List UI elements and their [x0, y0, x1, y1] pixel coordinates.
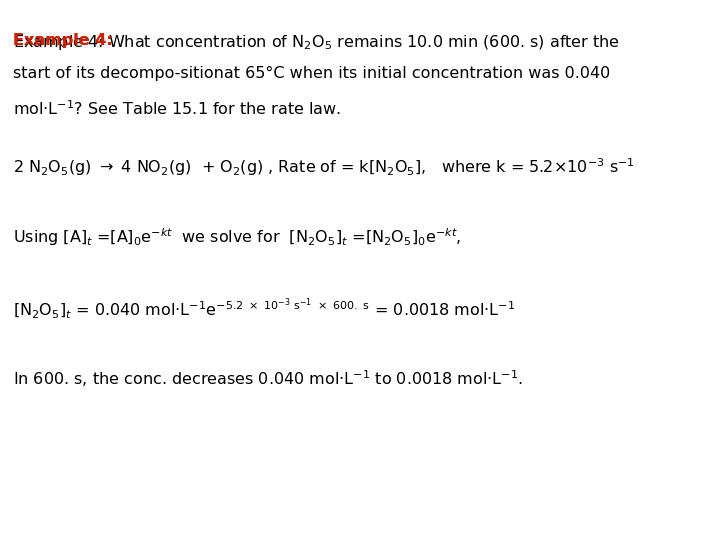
Text: Example 4: What concentration of N$_2$O$_5$ remains 10.0 min (600. s) after the: Example 4: What concentration of N$_2$O$…	[13, 33, 620, 52]
Text: 2 N$_2$O$_5$(g) $\rightarrow$ 4 NO$_2$(g)  + O$_2$(g) , Rate of = k[N$_2$O$_5$],: 2 N$_2$O$_5$(g) $\rightarrow$ 4 NO$_2$(g…	[13, 157, 635, 178]
Text: In 600. s, the conc. decreases 0.040 mol·L$^{-1}$ to 0.0018 mol·L$^{-1}$.: In 600. s, the conc. decreases 0.040 mol…	[13, 368, 523, 389]
Text: mol·L$^{-1}$? See Table 15.1 for the rate law.: mol·L$^{-1}$? See Table 15.1 for the rat…	[13, 99, 341, 118]
Text: Using [A]$_t$ =[A]$_0$e$^{-kt}$  we solve for  [N$_2$O$_5$]$_t$ =[N$_2$O$_5$]$_0: Using [A]$_t$ =[A]$_0$e$^{-kt}$ we solve…	[13, 227, 462, 248]
Text: [N$_2$O$_5$]$_t$ = 0.040 mol·L$^{-1}$e$^{-5.2\ \times\ 10^{-3}\ \mathrm{s}^{-1}\: [N$_2$O$_5$]$_t$ = 0.040 mol·L$^{-1}$e$^…	[13, 297, 516, 322]
Text: start of its decompo-sitionat 65°C when its initial concentration was 0.040: start of its decompo-sitionat 65°C when …	[13, 66, 611, 82]
Text: Example 4:: Example 4:	[13, 33, 113, 49]
Text: Example 4:: Example 4:	[13, 33, 113, 49]
